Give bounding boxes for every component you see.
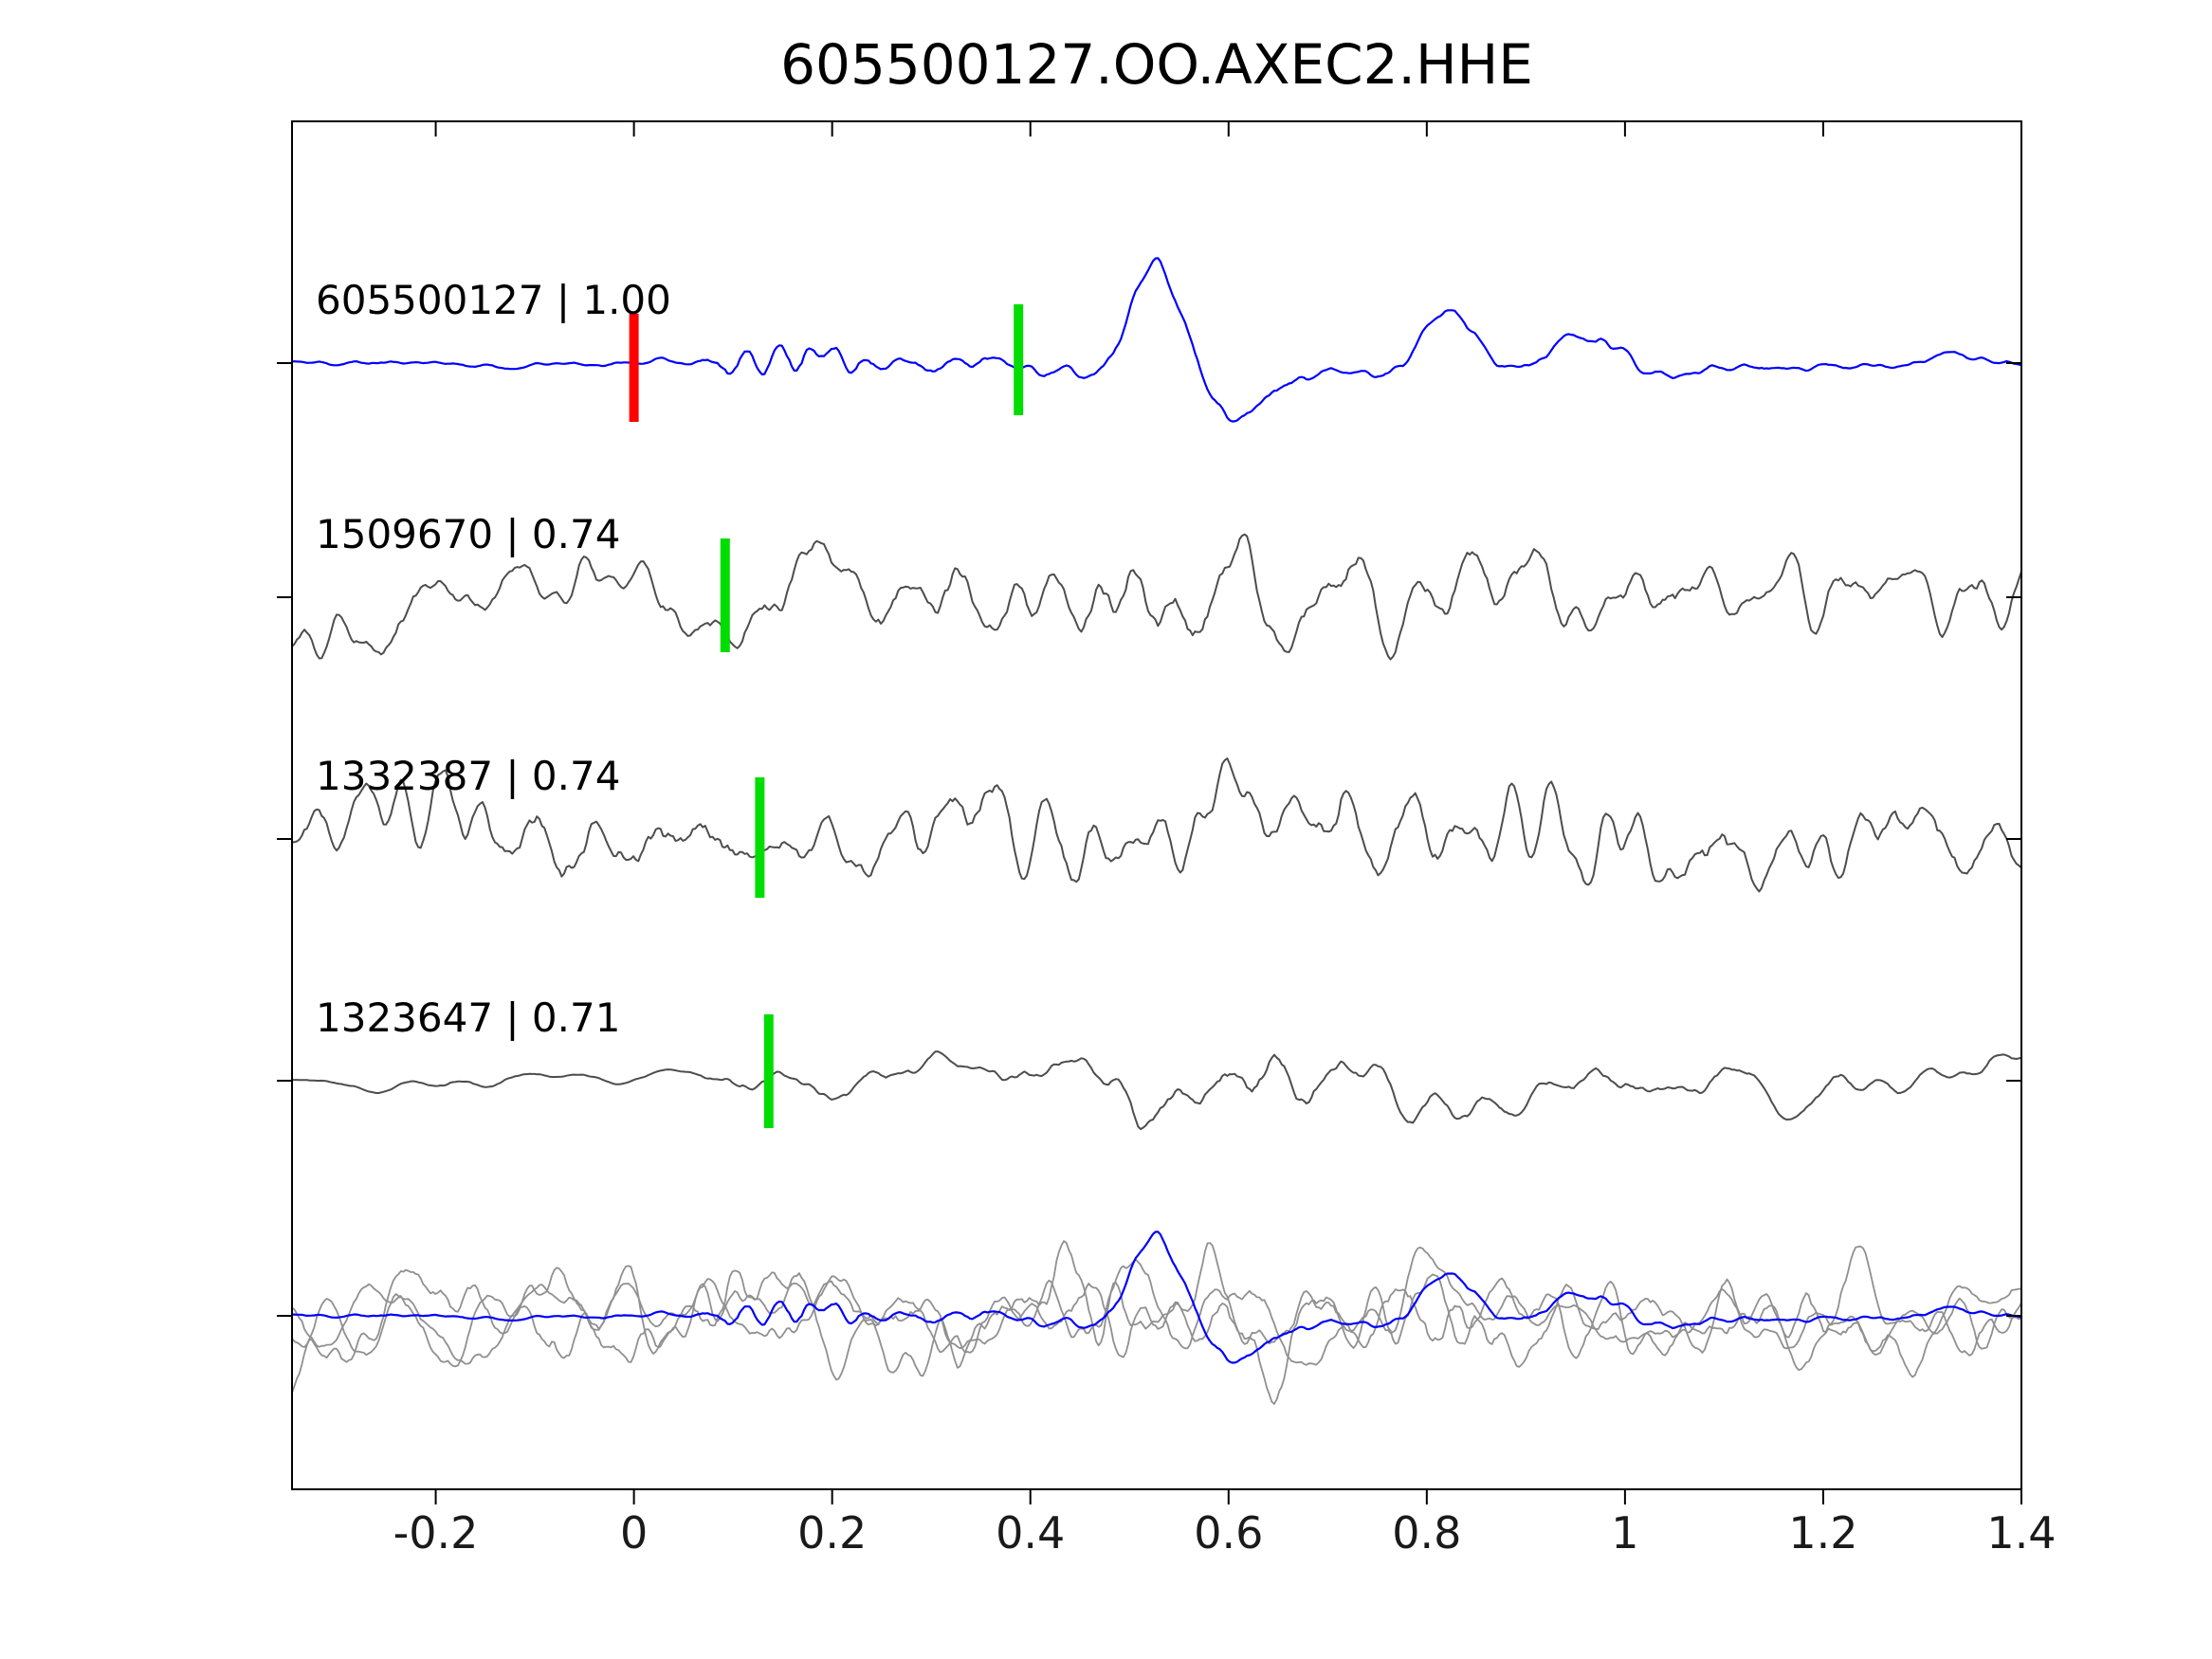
x-tick-label: 0.2 [797,1507,867,1559]
x-tick-label: 0.6 [1194,1507,1263,1559]
trace-label-1332387: 1332387 | 0.74 [316,753,620,799]
trace-line-1323647 [292,1050,2021,1131]
chart-title: 605500127.OO.AXEC2.HHE [780,32,1533,97]
x-tick-label: 1 [1611,1507,1638,1559]
x-tick-label: 0.8 [1392,1507,1461,1559]
trace-label-1509670: 1509670 | 0.74 [316,511,620,557]
trace-line-605500127 [292,257,2021,423]
trace-line-1332387 [292,757,2021,893]
trace-label-605500127: 605500127 | 1.00 [316,277,671,323]
traces-group [292,257,2021,1405]
trace-line-1509670 [292,533,2021,661]
trace-line-overlay-1 [292,1242,2021,1394]
x-tick-label: 1.4 [1986,1507,2056,1559]
x-tick-label: 0.4 [996,1507,1065,1559]
trace-line-overlay-0 [292,1240,2021,1405]
axis-box [291,120,2022,1490]
trace-line-overlay-2 [292,1247,2021,1366]
trace-line-overlay-3 [292,1231,2021,1364]
trace-label-1323647: 1323647 | 0.71 [316,994,620,1041]
x-tick-label: -0.2 [393,1507,479,1559]
x-tick-label: 1.2 [1788,1507,1857,1559]
x-tick-label: 0 [620,1507,648,1559]
